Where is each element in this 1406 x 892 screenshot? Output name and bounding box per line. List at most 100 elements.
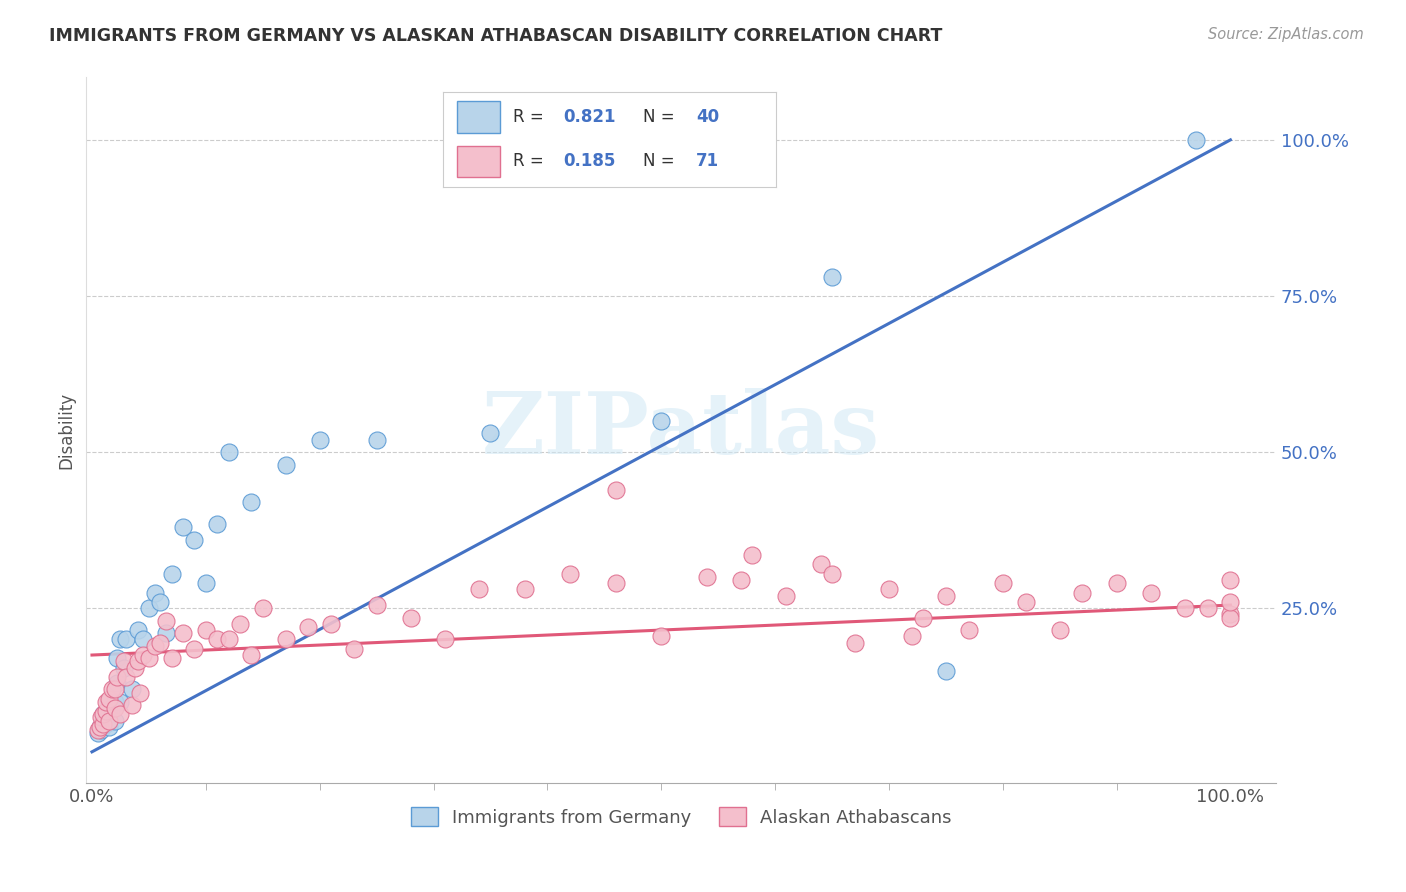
Point — [741, 548, 763, 562]
Point — [90, 710, 112, 724]
Point — [274, 458, 297, 472]
Point — [94, 716, 117, 731]
Point — [115, 632, 138, 647]
Point — [110, 695, 132, 709]
Point — [1219, 610, 1241, 624]
Point — [98, 720, 121, 734]
Text: IMMIGRANTS FROM GERMANY VS ALASKAN ATHABASCAN DISABILITY CORRELATION CHART: IMMIGRANTS FROM GERMANY VS ALASKAN ATHAB… — [49, 27, 942, 45]
Point — [124, 660, 146, 674]
Point — [183, 641, 205, 656]
Point — [479, 426, 502, 441]
Point — [104, 695, 127, 709]
Point — [558, 566, 581, 581]
Point — [297, 620, 319, 634]
Point — [1219, 595, 1241, 609]
Point — [94, 704, 117, 718]
Point — [121, 682, 143, 697]
Point — [94, 695, 117, 709]
Point — [900, 629, 922, 643]
Point — [229, 616, 252, 631]
Point — [93, 714, 115, 728]
Y-axis label: Disability: Disability — [58, 392, 75, 469]
Point — [112, 654, 135, 668]
Point — [252, 601, 274, 615]
Point — [1219, 607, 1241, 622]
Point — [650, 629, 672, 643]
Point — [104, 701, 127, 715]
Point — [240, 495, 263, 509]
Point — [877, 582, 900, 597]
Point — [605, 483, 627, 497]
Point — [105, 676, 128, 690]
Point — [1014, 595, 1036, 609]
Point — [115, 670, 138, 684]
Point — [343, 641, 366, 656]
Point — [155, 626, 177, 640]
Point — [172, 520, 194, 534]
Point — [240, 648, 263, 662]
Point — [149, 595, 172, 609]
Point — [1071, 585, 1094, 599]
Legend: Immigrants from Germany, Alaskan Athabascans: Immigrants from Germany, Alaskan Athabas… — [404, 800, 959, 834]
Point — [205, 516, 228, 531]
Point — [98, 714, 121, 728]
Point — [90, 723, 112, 737]
Text: Source: ZipAtlas.com: Source: ZipAtlas.com — [1208, 27, 1364, 42]
Point — [991, 576, 1014, 591]
Point — [101, 701, 124, 715]
Point — [218, 445, 240, 459]
Point — [93, 716, 115, 731]
Point — [86, 726, 108, 740]
Point — [468, 582, 491, 597]
Point — [132, 632, 155, 647]
Point — [1139, 585, 1161, 599]
Point — [105, 651, 128, 665]
Point — [98, 707, 121, 722]
Point — [89, 720, 111, 734]
Point — [121, 698, 143, 712]
Point — [650, 414, 672, 428]
Point — [143, 639, 166, 653]
Point — [1185, 133, 1208, 147]
Point — [101, 682, 124, 697]
Point — [1174, 601, 1197, 615]
Point — [183, 533, 205, 547]
Point — [433, 632, 456, 647]
Point — [160, 651, 183, 665]
Point — [93, 707, 115, 722]
Point — [89, 720, 111, 734]
Point — [366, 598, 388, 612]
Text: ZIPatlas: ZIPatlas — [482, 388, 880, 472]
Point — [1219, 573, 1241, 587]
Point — [308, 433, 330, 447]
Point — [844, 635, 866, 649]
Point — [172, 626, 194, 640]
Point — [821, 566, 844, 581]
Point — [1197, 601, 1219, 615]
Point — [696, 570, 718, 584]
Point — [104, 682, 127, 697]
Point — [194, 576, 217, 591]
Point — [98, 695, 121, 709]
Point — [132, 648, 155, 662]
Point — [730, 573, 752, 587]
Point — [128, 685, 150, 699]
Point — [935, 589, 957, 603]
Point — [105, 670, 128, 684]
Point — [1049, 623, 1071, 637]
Point — [399, 610, 422, 624]
Point — [155, 614, 177, 628]
Point — [110, 707, 132, 722]
Point — [957, 623, 980, 637]
Point — [513, 582, 536, 597]
Point — [935, 664, 957, 678]
Point — [110, 632, 132, 647]
Point — [775, 589, 797, 603]
Point — [86, 723, 108, 737]
Point — [93, 707, 115, 722]
Point — [810, 558, 832, 572]
Point — [160, 566, 183, 581]
Point — [138, 651, 160, 665]
Point — [1105, 576, 1128, 591]
Point — [104, 714, 127, 728]
